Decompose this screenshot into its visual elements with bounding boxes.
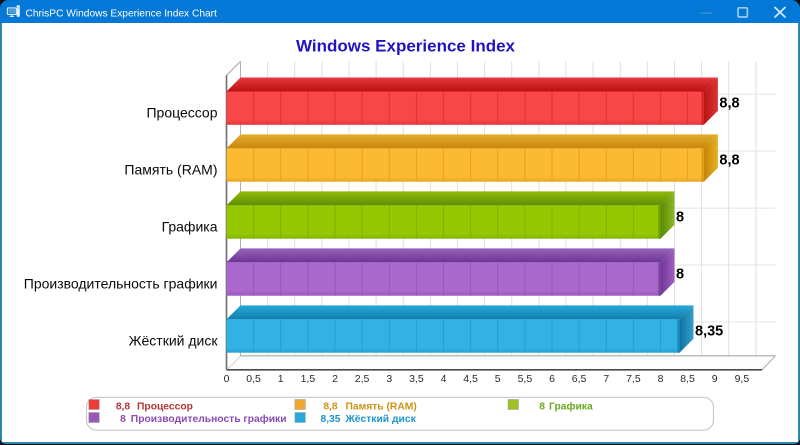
svg-text:Производительность графики: Производительность графики [130, 413, 286, 425]
svg-text:Производительность графики: Производительность графики [23, 276, 217, 292]
svg-text:1,5: 1,5 [300, 373, 315, 385]
svg-text:7: 7 [603, 373, 609, 385]
svg-text:8,35: 8,35 [695, 324, 723, 340]
svg-text:8,5: 8,5 [680, 373, 695, 385]
svg-text:Жёсткий диск: Жёсткий диск [344, 414, 416, 425]
svg-text:0,5: 0,5 [246, 373, 261, 385]
svg-text:Память (RAM): Память (RAM) [124, 162, 217, 178]
svg-text:Жёсткий диск: Жёсткий диск [128, 333, 218, 349]
svg-text:8,8: 8,8 [719, 96, 739, 112]
svg-text:8,35: 8,35 [320, 414, 340, 425]
svg-text:8,8: 8,8 [323, 401, 338, 412]
svg-text:Графика: Графика [161, 219, 217, 235]
svg-text:0: 0 [223, 373, 229, 385]
svg-text:7,5: 7,5 [626, 373, 641, 385]
svg-text:9: 9 [711, 373, 717, 385]
svg-text:3: 3 [386, 373, 392, 385]
svg-text:Windows Experience Index: Windows Experience Index [295, 36, 515, 55]
svg-text:8: 8 [676, 210, 684, 226]
svg-text:Процессор: Процессор [146, 105, 217, 121]
svg-text:5,5: 5,5 [517, 373, 532, 385]
svg-text:9,5: 9,5 [734, 373, 749, 385]
svg-text:8: 8 [676, 267, 684, 283]
svg-text:8: 8 [539, 401, 545, 412]
svg-text:Процессор: Процессор [137, 401, 193, 412]
svg-text:3,5: 3,5 [409, 373, 424, 385]
svg-text:Графика: Графика [549, 400, 593, 412]
svg-text:2: 2 [332, 373, 338, 385]
svg-text:6: 6 [549, 373, 555, 385]
svg-text:8,8: 8,8 [115, 401, 130, 412]
svg-text:1: 1 [277, 373, 283, 385]
svg-text:8,8: 8,8 [719, 153, 739, 169]
svg-text:5: 5 [494, 373, 500, 385]
svg-text:2,5: 2,5 [354, 373, 369, 385]
svg-text:4,5: 4,5 [463, 373, 478, 385]
svg-text:8: 8 [657, 373, 663, 385]
svg-text:6,5: 6,5 [571, 373, 586, 385]
svg-text:4: 4 [440, 373, 446, 385]
svg-text:Память (RAM): Память (RAM) [345, 401, 416, 412]
svg-text:8: 8 [120, 414, 126, 425]
svg-text:ChrisPC Windows Experience Ind: ChrisPC Windows Experience Index Chart [26, 9, 218, 20]
